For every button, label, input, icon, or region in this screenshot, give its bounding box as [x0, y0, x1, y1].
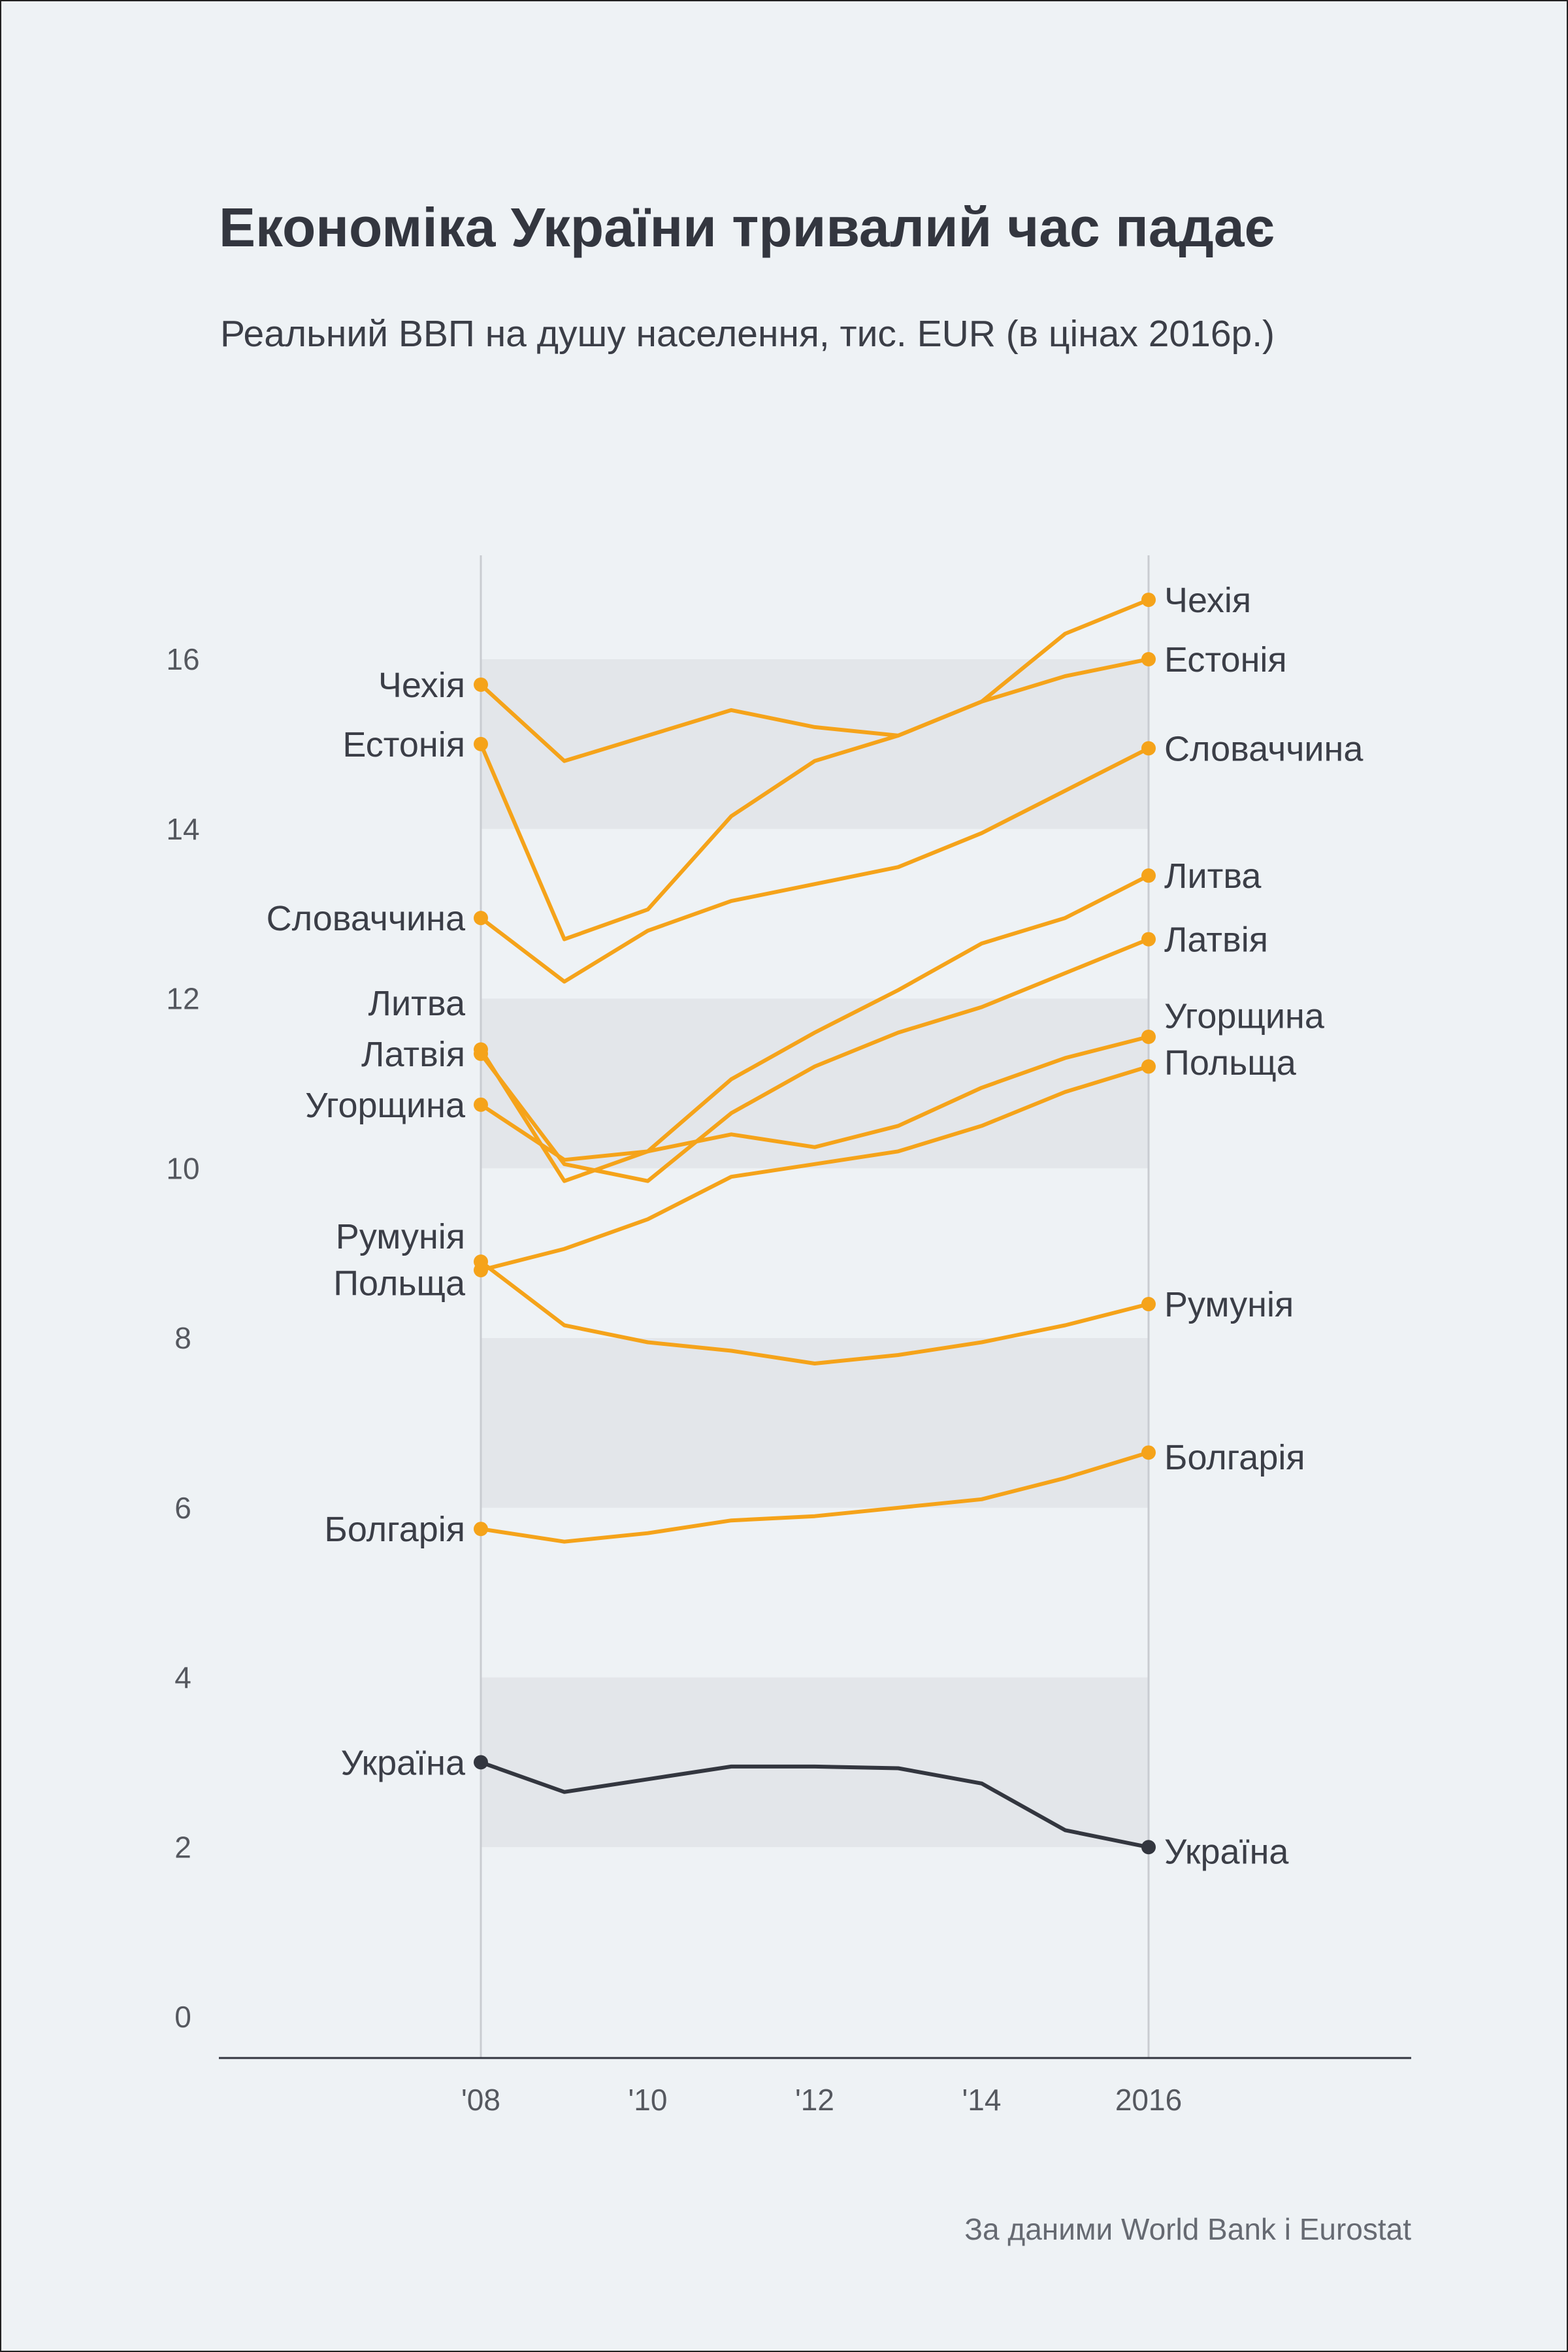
- y-tick-label: 16: [166, 642, 199, 676]
- right-label: Литва: [1164, 857, 1262, 896]
- series-start-dot: [474, 1046, 488, 1061]
- left-label: Литва: [368, 984, 466, 1023]
- y-tick-label: 10: [166, 1151, 199, 1185]
- series-end-dot: [1141, 1445, 1156, 1460]
- series-end-dot: [1141, 593, 1156, 608]
- left-label: Україна: [341, 1743, 466, 1782]
- series-line-естонія: [479, 657, 1151, 941]
- series-line-польща: [479, 1064, 1151, 1273]
- y-tick-label: 14: [166, 812, 199, 846]
- x-tick-label: '08: [461, 2083, 500, 2117]
- source-note: За даними World Bank і Eurostat: [964, 2212, 1411, 2246]
- x-tick-label: '14: [962, 2083, 1002, 2117]
- series-start-dot: [474, 1254, 488, 1269]
- y-tick-label: 8: [174, 1321, 191, 1355]
- series-line-україна: [479, 1760, 1151, 1850]
- x-tick-label: 2016: [1115, 2083, 1182, 2117]
- grid-band-2-4: [481, 1677, 1149, 1848]
- y-tick-label: 2: [174, 1830, 191, 1864]
- series-end-dot: [1141, 652, 1156, 666]
- x-tick-label: '12: [795, 2083, 834, 2117]
- right-label: Чехія: [1164, 581, 1251, 620]
- series-line-чехія: [479, 598, 1151, 763]
- left-label: Угорщина: [305, 1086, 466, 1125]
- series-end-dot: [1141, 1297, 1156, 1312]
- left-labels: Чехія Естонія Словаччина Литва Латвія Угорщин…: [267, 666, 466, 1782]
- series-line-словаччина: [479, 746, 1151, 984]
- series-end-dot: [1141, 1029, 1156, 1044]
- y-tick-label: 6: [174, 1491, 191, 1525]
- left-label: Словаччина: [267, 899, 466, 938]
- left-label: Болгарія: [324, 1510, 465, 1549]
- grid-band-10-12: [481, 998, 1149, 1169]
- grid-band-6-8: [481, 1338, 1149, 1508]
- left-label: Чехія: [378, 666, 465, 705]
- series-end-dot: [1141, 1059, 1156, 1074]
- series-lines: [479, 598, 1151, 1850]
- series-start-dot: [474, 911, 488, 926]
- series-end-dot: [1141, 1840, 1156, 1855]
- left-label: Естонія: [342, 725, 465, 764]
- series-line-латвія: [479, 937, 1151, 1183]
- chart-title: Економіка України тривалий час падає: [219, 197, 1275, 258]
- chart-subtitle: Реальний ВВП на душу населення, тис. EUR…: [220, 313, 1275, 355]
- series-start-dot: [474, 1755, 488, 1770]
- right-label: Угорщина: [1164, 996, 1325, 1036]
- right-label: Румунія: [1164, 1285, 1294, 1324]
- right-label: Польща: [1164, 1043, 1297, 1083]
- series-start-dot: [474, 1522, 488, 1537]
- y-tick-label: 4: [174, 1661, 191, 1695]
- left-label: Латвія: [361, 1035, 465, 1074]
- series-end-dot: [1141, 868, 1156, 883]
- left-label: Румунія: [336, 1217, 465, 1256]
- series-start-dot: [474, 677, 488, 692]
- x-axis-ticks: '08 '10 '12 '14 2016: [461, 2083, 1182, 2117]
- series-line-румунія: [479, 1260, 1151, 1365]
- y-tick-label: 12: [166, 982, 199, 1016]
- grid-bands: [481, 659, 1149, 1848]
- series-line-болгарія: [479, 1450, 1151, 1544]
- grid-band-14-16: [481, 659, 1149, 829]
- x-tick-label: '10: [629, 2083, 668, 2117]
- y-tick-label: 0: [174, 2000, 191, 2034]
- y-axis-ticks: 0 2 4 6 8 10 12 14 16: [166, 642, 199, 2034]
- series-endpoints: [474, 593, 1156, 1855]
- series-end-dot: [1141, 741, 1156, 756]
- right-label: Латвія: [1164, 921, 1268, 960]
- right-label: Україна: [1164, 1833, 1289, 1872]
- right-labels: Чехія Естонія Словаччина Литва Латвія Угорщин…: [1164, 581, 1364, 1872]
- series-start-dot: [474, 1097, 488, 1112]
- right-label: Болгарія: [1164, 1438, 1305, 1477]
- series-end-dot: [1141, 932, 1156, 947]
- left-label: Польща: [333, 1264, 466, 1303]
- right-label: Словаччина: [1164, 729, 1364, 768]
- series-start-dot: [474, 736, 488, 751]
- right-label: Естонія: [1164, 640, 1287, 679]
- series-line-угорщина: [479, 1034, 1151, 1162]
